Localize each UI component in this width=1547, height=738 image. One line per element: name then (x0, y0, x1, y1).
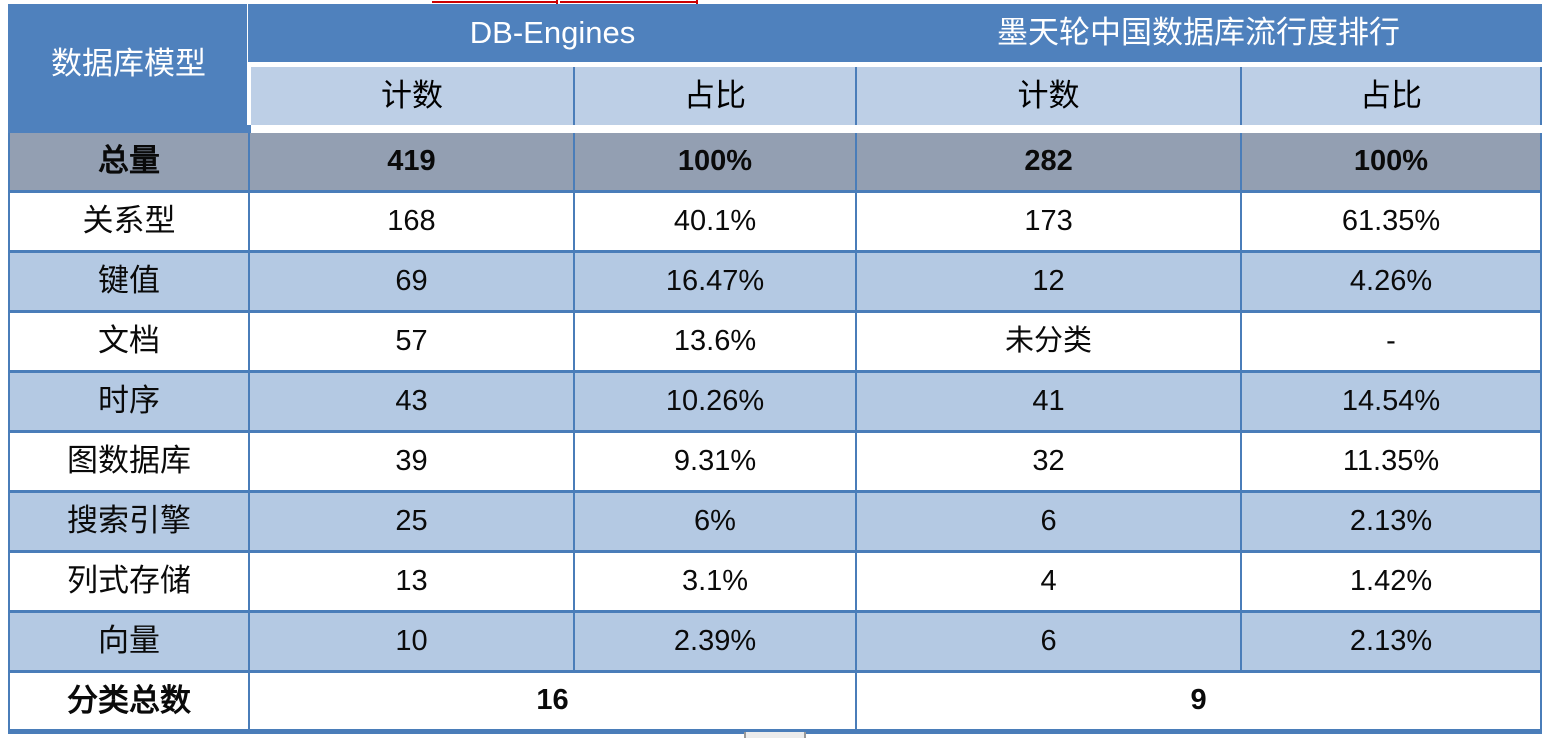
db-model-comparison-table: 数据库模型 DB-Engines 墨天轮中国数据库流行度排行 计数 占比 计数 … (8, 4, 1543, 734)
cell-db-share: 6% (572, 490, 858, 553)
red-underline-fragment (432, 1, 556, 3)
cell-mo-share: 61.35% (1240, 190, 1543, 253)
cell-db-count: 39 (248, 430, 575, 493)
row-label: 关系型 (8, 190, 250, 253)
table-row: 关系型 168 40.1% 173 61.35% (8, 190, 1543, 253)
row-label: 文档 (8, 310, 250, 373)
red-underline-tick (696, 0, 698, 5)
cell-db-count: 57 (248, 310, 575, 373)
cell-db-count: 43 (248, 370, 575, 433)
red-underline-fragment (560, 1, 696, 3)
cell-db-share: 10.26% (572, 370, 858, 433)
cell-db-share: 9.31% (572, 430, 858, 493)
cell-mo-share: 14.54% (1240, 370, 1543, 433)
row-label: 时序 (8, 370, 250, 433)
cell-mo-count: 未分类 (855, 310, 1243, 373)
cell-db-count: 69 (248, 250, 575, 313)
table-row: 列式存储 13 3.1% 4 1.42% (8, 550, 1543, 613)
table-row: 搜索引擎 25 6% 6 2.13% (8, 490, 1543, 553)
row-label-total: 总量 (8, 127, 250, 193)
cell-db-share: 16.47% (572, 250, 858, 313)
cell-mo-count: 41 (855, 370, 1243, 433)
row-label: 搜索引擎 (8, 490, 250, 553)
cell-total-mo-count: 282 (855, 127, 1243, 193)
cell-mo-count: 173 (855, 190, 1243, 253)
cell-mo-category-total: 9 (855, 670, 1543, 734)
cell-mo-share: - (1240, 310, 1543, 373)
subheader-db-count: 计数 (247, 62, 575, 133)
corner-header-cell: 数据库模型 (8, 4, 250, 133)
cell-mo-count: 6 (855, 610, 1243, 673)
cell-db-count: 10 (248, 610, 575, 673)
cell-db-share: 13.6% (572, 310, 858, 373)
cell-mo-count: 4 (855, 550, 1243, 613)
row-label: 图数据库 (8, 430, 250, 493)
row-label: 向量 (8, 610, 250, 673)
subheader-mo-share: 占比 (1240, 62, 1543, 133)
cell-total-db-share: 100% (572, 127, 858, 193)
cell-total-mo-share: 100% (1240, 127, 1543, 193)
red-underline-tick (556, 0, 558, 5)
scrollbar-fragment (744, 732, 806, 738)
cell-mo-count: 32 (855, 430, 1243, 493)
table-row: 键值 69 16.47% 12 4.26% (8, 250, 1543, 313)
cell-total-db-count: 419 (248, 127, 575, 193)
cell-db-share: 2.39% (572, 610, 858, 673)
cell-mo-count: 6 (855, 490, 1243, 553)
cell-mo-share: 2.13% (1240, 490, 1543, 553)
total-row: 总量 419 100% 282 100% (8, 127, 1543, 193)
cell-mo-share: 11.35% (1240, 430, 1543, 493)
table-row: 图数据库 39 9.31% 32 11.35% (8, 430, 1543, 493)
cell-mo-share: 4.26% (1240, 250, 1543, 313)
cell-db-count: 25 (248, 490, 575, 553)
table-row: 时序 43 10.26% 41 14.54% (8, 370, 1543, 433)
cell-db-category-total: 16 (247, 670, 858, 734)
cell-db-count: 168 (248, 190, 575, 253)
summary-row: 分类总数 16 9 (8, 670, 1543, 734)
table-sub-header-row: 计数 占比 计数 占比 (9, 62, 1543, 133)
cell-db-share: 40.1% (572, 190, 858, 253)
cell-mo-share: 1.42% (1240, 550, 1543, 613)
row-label: 列式存储 (8, 550, 250, 613)
table-row: 向量 10 2.39% 6 2.13% (8, 610, 1543, 673)
cell-mo-count: 12 (855, 250, 1243, 313)
table-group-header-row: 数据库模型 DB-Engines 墨天轮中国数据库流行度排行 (8, 4, 1543, 133)
row-label-category-total: 分类总数 (8, 670, 250, 734)
cell-mo-share: 2.13% (1240, 610, 1543, 673)
table-row: 文档 57 13.6% 未分类 - (8, 310, 1543, 373)
cell-db-share: 3.1% (572, 550, 858, 613)
row-label: 键值 (8, 250, 250, 313)
subheader-mo-count: 计数 (855, 62, 1243, 133)
group-header-motianlun: 墨天轮中国数据库流行度排行 (855, 4, 1543, 67)
cell-db-count: 13 (248, 550, 575, 613)
group-header-db-engines: DB-Engines (247, 4, 858, 67)
subheader-db-share: 占比 (572, 62, 858, 133)
